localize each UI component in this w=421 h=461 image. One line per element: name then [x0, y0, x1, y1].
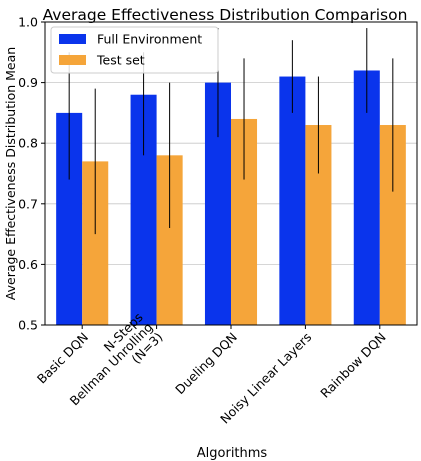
error-bars [68, 28, 394, 235]
y-tick-label: 0.5 [18, 318, 38, 333]
x-tick-label: Dueling DQN [172, 329, 240, 397]
chart-title: Average Effectiveness Distribution Compa… [43, 6, 408, 24]
bars [56, 70, 406, 326]
legend: Full Environment Test set [50, 26, 219, 74]
bar-full-environment [279, 76, 306, 325]
y-axis: 0.5 0.6 0.7 0.8 0.9 1.0 [18, 15, 45, 333]
legend-box [50, 26, 219, 74]
x-tick-label: Basic DQN [34, 329, 91, 386]
y-tick-label: 0.8 [18, 136, 38, 151]
y-axis-label: Average Effectiveness Distribution Mean [3, 47, 18, 300]
legend-swatch [59, 55, 86, 65]
y-tick-label: 0.6 [18, 257, 38, 272]
x-tick-label-line: Dueling DQN [172, 329, 240, 397]
y-tick-label: 1.0 [18, 15, 38, 30]
x-tick-label-line: Basic DQN [34, 329, 91, 386]
x-tick-label: Rainbow DQN [317, 329, 388, 400]
y-tick-label: 0.9 [18, 75, 38, 90]
x-tick-label-line: Rainbow DQN [317, 329, 388, 400]
x-tick-label: N-StepsBellman Unrolling(N=3) [57, 310, 166, 419]
x-axis-label: Algorithms [197, 446, 268, 461]
legend-swatch [59, 34, 86, 44]
y-tick-label: 0.7 [18, 196, 38, 211]
legend-label: Test set [96, 53, 145, 68]
legend-label: Full Environment [97, 32, 202, 47]
x-axis: Basic DQN N-StepsBellman Unrolling(N=3) Du… [34, 310, 389, 427]
